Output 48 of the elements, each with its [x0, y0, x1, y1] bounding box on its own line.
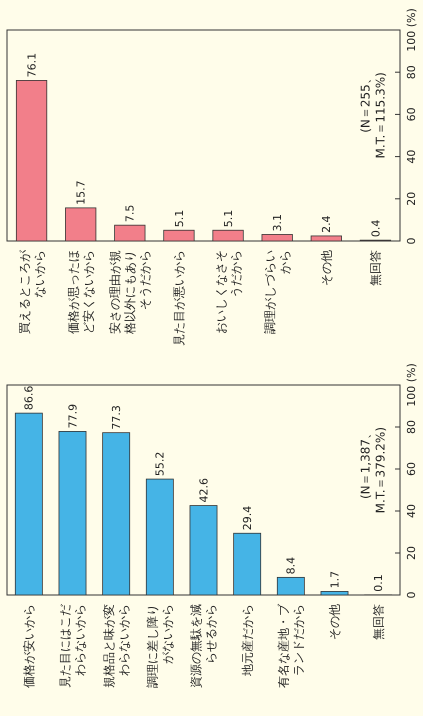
x-tick-label: 見た目が悪いから — [172, 250, 186, 346]
data-label: 2.4 — [320, 215, 334, 233]
data-label: 5.1 — [172, 210, 186, 228]
x-tick-label: 地元産だから — [240, 604, 254, 677]
data-label: 1.7 — [328, 570, 342, 588]
y-tick-label: 100 (%) — [404, 363, 418, 407]
x-tick-label: 無回答 — [368, 250, 383, 286]
x-tick-label: 調理がしづらいから — [262, 250, 292, 334]
x-tick-label: 価格が安いから — [22, 604, 36, 688]
x-tick-label: 無回答 — [371, 604, 386, 640]
annotation: (N＝255、 M.T.＝115.3%) — [358, 72, 388, 159]
x-tick-label: その他 — [320, 250, 334, 286]
annotation: (N＝1,387、 M.T.＝379.2%) — [358, 427, 388, 514]
x-tick-label: 有名な産地・ブランドだから — [276, 603, 306, 688]
data-label: 0.4 — [369, 220, 382, 238]
data-label: 77.3 — [110, 405, 124, 430]
data-label: 0.1 — [372, 574, 386, 592]
data-label: 8.4 — [284, 556, 298, 574]
data-label: 55.2 — [154, 452, 167, 476]
data-label: 29.4 — [241, 506, 254, 530]
data-label: 86.6 — [22, 386, 36, 410]
y-tick-label: 80 — [404, 65, 418, 80]
y-tick-label: 0 — [404, 238, 418, 244]
y-tick-label: 100 (%) — [404, 8, 418, 52]
y-tick-label: 60 — [404, 107, 418, 122]
data-label: 3.1 — [271, 214, 284, 232]
data-label: 7.5 — [124, 204, 137, 222]
data-label: 76.1 — [25, 52, 38, 78]
y-tick-label: 20 — [404, 546, 418, 560]
x-tick-label: 安さの理由が規格以外にもありそうだから — [108, 250, 152, 335]
y-tick-label: 80 — [404, 420, 418, 434]
x-tick-label: 価格が思ったほど安くないから — [66, 250, 96, 334]
y-tick-label: 60 — [404, 462, 418, 476]
y-tick-label: 40 — [404, 150, 418, 164]
x-tick-label: 調理に差し障りがないから — [146, 604, 175, 688]
y-tick-label: 0 — [404, 592, 418, 598]
x-tick-label: 規格品と味が変わらないから — [102, 604, 131, 688]
data-label: 15.7 — [74, 180, 88, 205]
x-tick-label: 見た目にはこだわらないから — [58, 604, 88, 688]
x-tick-label: おいしくなさそうだから — [214, 250, 243, 334]
x-tick-label: 資源の無駄を減らせるから — [189, 604, 218, 688]
data-label: 77.9 — [66, 404, 80, 428]
y-tick-label: 20 — [404, 192, 418, 206]
data-label: 42.6 — [197, 478, 210, 503]
x-tick-label: 買えるところがないから — [17, 249, 46, 334]
data-label: 5.1 — [222, 210, 235, 228]
x-tick-label: その他 — [328, 604, 342, 640]
y-tick-label: 40 — [404, 504, 418, 518]
